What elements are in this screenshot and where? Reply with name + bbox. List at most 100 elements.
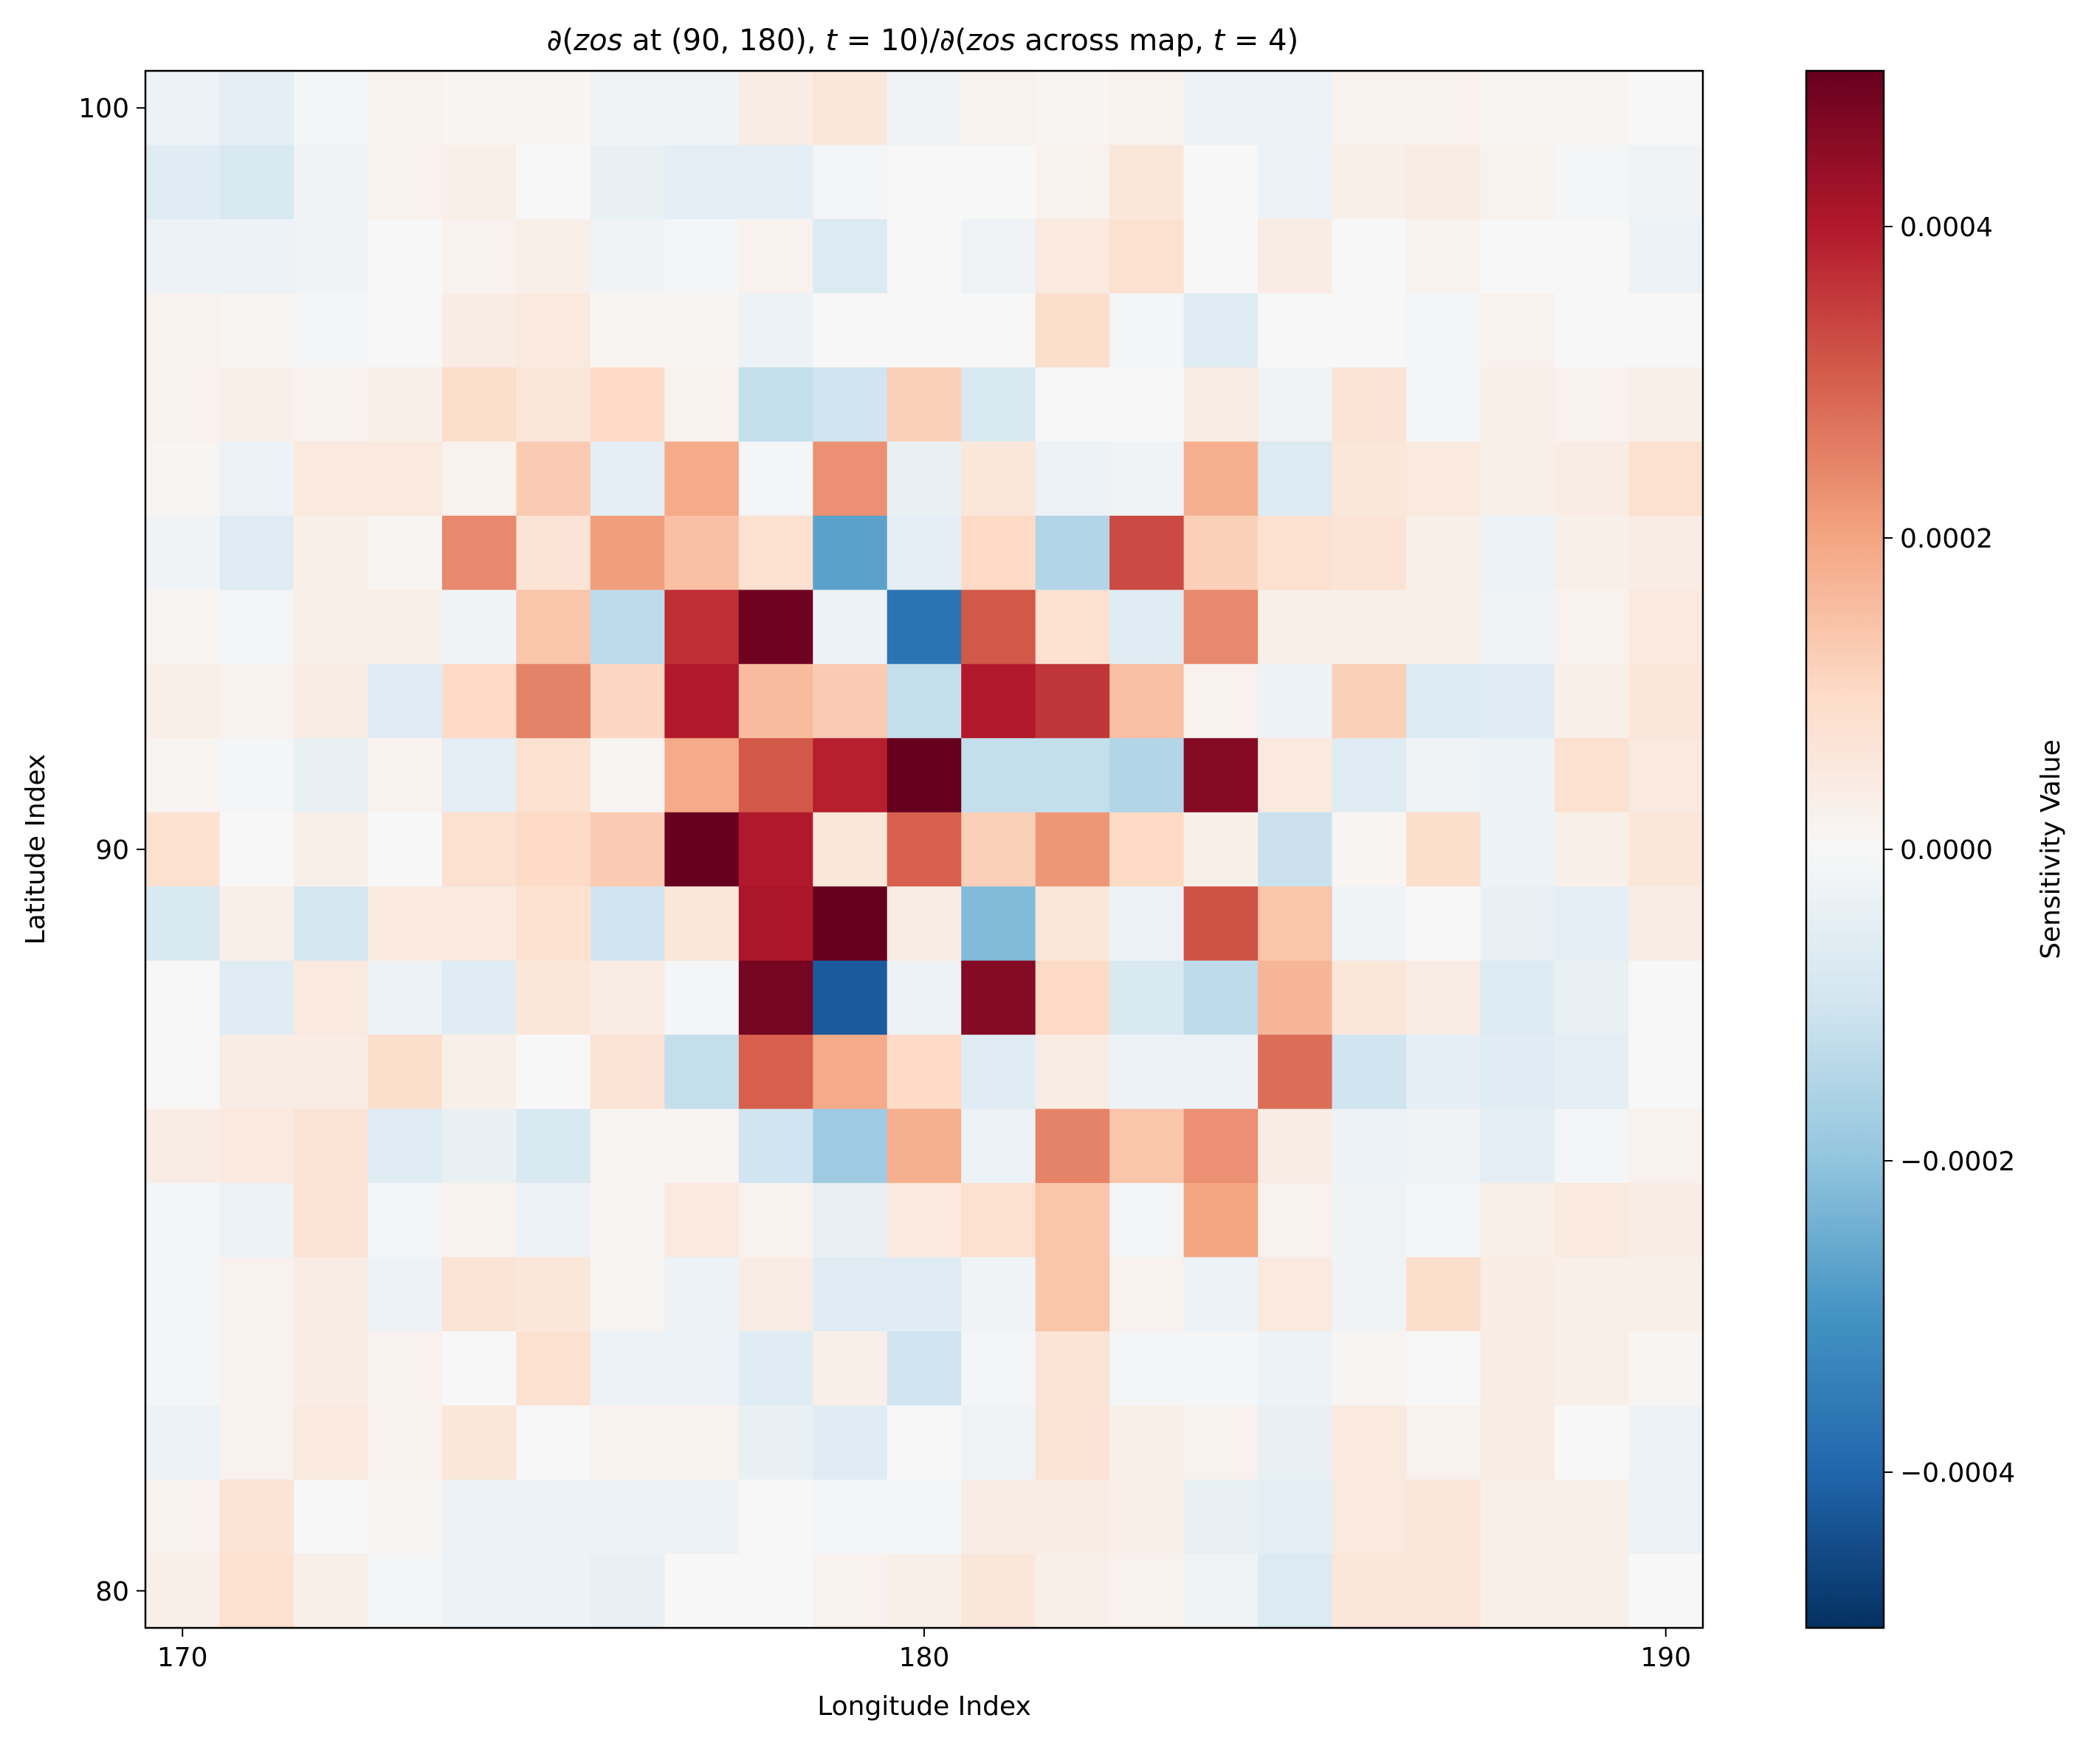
- heatmap-cell: [813, 1331, 888, 1407]
- heatmap-cell: [368, 441, 443, 517]
- heatmap-cell: [961, 886, 1036, 962]
- heatmap-cell: [293, 886, 369, 962]
- heatmap-cell: [293, 367, 369, 442]
- heatmap-cell: [145, 590, 221, 665]
- heatmap-cell: [664, 145, 740, 220]
- x-axis-ticks: 170 180 190: [157, 1628, 1691, 1673]
- heatmap-cell: [145, 441, 221, 517]
- heatmap-cell: [1406, 1108, 1481, 1184]
- heatmap-cell: [1258, 1553, 1333, 1629]
- heatmap-cell: [1332, 367, 1407, 442]
- heatmap-cell: [219, 1553, 295, 1629]
- heatmap-cell: [293, 1183, 369, 1258]
- heatmap-cell: [1555, 886, 1630, 962]
- heatmap-cell: [887, 1553, 962, 1629]
- heatmap-cell: [1183, 1183, 1259, 1258]
- heatmap-cell: [590, 812, 665, 887]
- heatmap-cell: [1035, 145, 1110, 220]
- heatmap-cell: [1183, 515, 1259, 590]
- heatmap-cell: [1332, 145, 1407, 220]
- heatmap-cell: [368, 590, 443, 665]
- heatmap-cell: [813, 1257, 888, 1332]
- heatmap-cell: [1555, 1108, 1630, 1184]
- heatmap-cell: [1332, 71, 1407, 146]
- heatmap-cell: [1258, 812, 1333, 887]
- heatmap-cell: [1406, 1331, 1481, 1407]
- heatmap-cell: [516, 1331, 591, 1407]
- heatmap-cell: [1406, 812, 1481, 887]
- heatmap-cell: [961, 960, 1036, 1035]
- heatmap-cell: [1480, 367, 1555, 442]
- heatmap-cell: [590, 1183, 665, 1258]
- heatmap-cell: [1332, 960, 1407, 1035]
- heatmap-cell: [293, 1108, 369, 1184]
- heatmap-cell: [145, 663, 221, 739]
- heatmap-cell: [1183, 812, 1259, 887]
- heatmap-cell: [1332, 590, 1407, 665]
- heatmap-cell: [738, 886, 813, 962]
- heatmap-cell: [738, 1108, 813, 1184]
- heatmap-cell: [1332, 1257, 1407, 1332]
- heatmap-cell: [145, 218, 221, 294]
- heatmap-cell: [887, 590, 962, 665]
- heatmap-cell: [1035, 1257, 1110, 1332]
- heatmap-cell: [441, 1553, 517, 1629]
- heatmap-cell: [1035, 1553, 1110, 1629]
- heatmap-cell: [590, 960, 665, 1035]
- heatmap-cell: [1628, 738, 1704, 813]
- heatmap-cell: [1555, 1035, 1630, 1110]
- heatmap-cell: [368, 367, 443, 442]
- heatmap-cell: [1332, 663, 1407, 739]
- heatmap-cell: [813, 1108, 888, 1184]
- heatmap-cell: [961, 738, 1036, 813]
- heatmap-cell: [1406, 663, 1481, 739]
- heatmap-cell: [1332, 515, 1407, 590]
- heatmap-cell: [1480, 1480, 1555, 1555]
- heatmap-cell: [1109, 1553, 1185, 1629]
- heatmap-cell: [1555, 738, 1630, 813]
- heatmap-cell: [1480, 1035, 1555, 1110]
- heatmap-cell: [1258, 960, 1333, 1035]
- heatmap-cell: [1555, 1553, 1630, 1629]
- heatmap-cell: [1480, 1331, 1555, 1407]
- heatmap-cell: [1555, 590, 1630, 665]
- heatmap-cell: [441, 663, 517, 739]
- heatmap-cell: [1480, 441, 1555, 517]
- heatmap-cell: [813, 1480, 888, 1555]
- heatmap-cell: [887, 515, 962, 590]
- heatmap-cell: [813, 738, 888, 813]
- heatmap-cell: [1628, 367, 1704, 442]
- heatmap-cell: [961, 1257, 1036, 1332]
- heatmap-cell: [441, 367, 517, 442]
- heatmap-cell: [961, 367, 1036, 442]
- heatmap-cell: [1480, 515, 1555, 590]
- heatmap-cell: [887, 145, 962, 220]
- heatmap-cell: [1183, 663, 1259, 739]
- heatmap-cell: [1480, 71, 1555, 146]
- heatmap-cell: [1109, 1183, 1185, 1258]
- heatmap-cell: [1406, 1480, 1481, 1555]
- colorbar-tick-label: −0.0002: [1900, 1147, 2015, 1177]
- heatmap-cell: [368, 1108, 443, 1184]
- heatmap-cell: [1480, 1553, 1555, 1629]
- heatmap-cell: [1628, 1405, 1704, 1480]
- heatmap-cell: [219, 1405, 295, 1480]
- heatmap-cell: [1628, 1257, 1704, 1332]
- heatmap-cell: [1406, 1035, 1481, 1110]
- heatmap-cell: [1109, 590, 1185, 665]
- heatmap-cell: [1109, 1331, 1185, 1407]
- heatmap-cell: [516, 663, 591, 739]
- heatmap-cell: [813, 515, 888, 590]
- heatmap-cell: [1332, 441, 1407, 517]
- y-tick-label: 80: [95, 1577, 129, 1607]
- heatmap-cell: [441, 1257, 517, 1332]
- y-tick-label: 90: [95, 835, 129, 866]
- heatmap-cell: [1480, 1183, 1555, 1258]
- heatmap-cell: [813, 590, 888, 665]
- heatmap-cell: [1628, 1035, 1704, 1110]
- heatmap-cell: [293, 812, 369, 887]
- heatmap-cell: [1035, 1405, 1110, 1480]
- heatmap-cell: [887, 663, 962, 739]
- heatmap-cell: [664, 367, 740, 442]
- heatmap-cell: [961, 1480, 1036, 1555]
